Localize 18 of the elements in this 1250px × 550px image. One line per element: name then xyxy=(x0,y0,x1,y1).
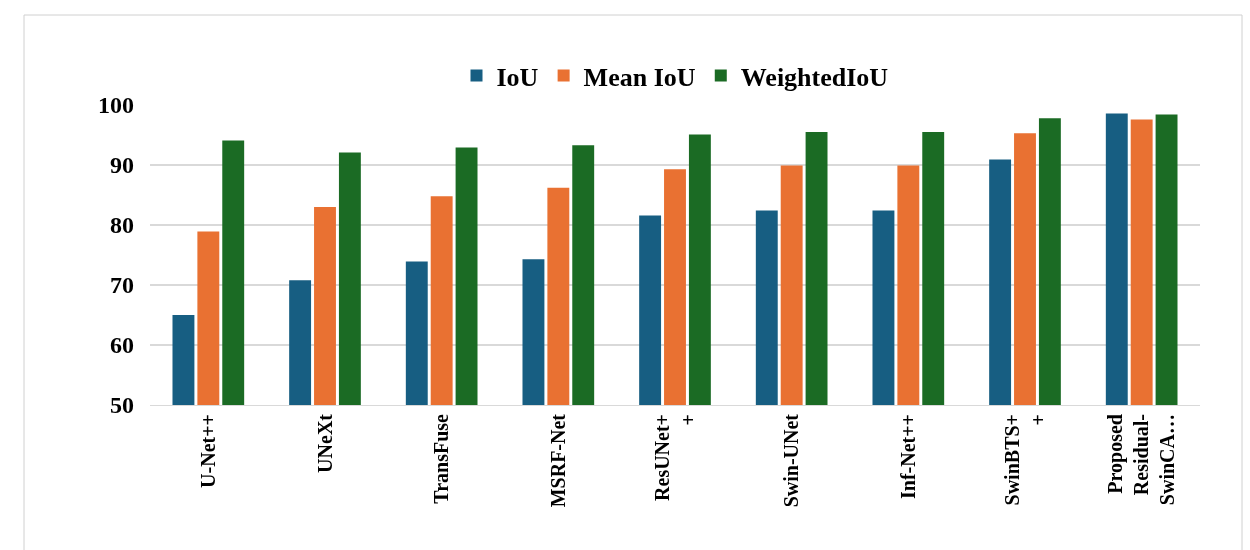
x-tick-label: U-Net++ xyxy=(196,414,219,488)
x-tick-label: Swin-UNet xyxy=(780,413,803,508)
legend-label: WeightedIoU xyxy=(740,62,889,92)
x-tick-label: ResUNet+ + xyxy=(650,414,699,501)
y-tick-label: 100 xyxy=(98,92,134,119)
y-tick-label: 80 xyxy=(110,212,134,239)
y-tick-label: 70 xyxy=(110,272,134,299)
x-tick-label: Inf-Net++ xyxy=(896,414,919,499)
x-tick-label: SwinBTS+ + xyxy=(1000,414,1049,506)
x-tick-label: TransFuse xyxy=(430,413,453,504)
x-tick-label: UNeXt xyxy=(313,413,336,473)
legend-label: Mean IoU xyxy=(583,62,696,92)
y-tick-label: 90 xyxy=(110,152,134,179)
x-tick-label: Proposed Residual- SwinCA… xyxy=(1104,414,1179,506)
legend-label: IoU xyxy=(496,62,539,92)
x-tick-label: MSRF-Net xyxy=(546,413,569,508)
y-tick-label: 60 xyxy=(110,332,134,359)
y-tick-label: 50 xyxy=(110,392,134,419)
